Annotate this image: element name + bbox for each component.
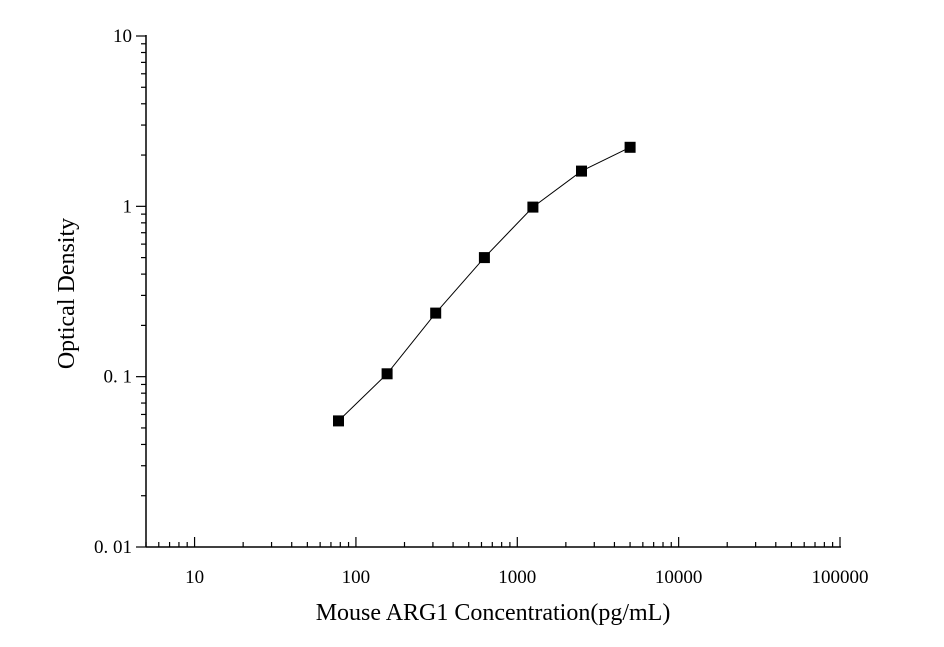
y-axis-title: Optical Density xyxy=(54,218,80,369)
data-point xyxy=(478,252,490,264)
series-line xyxy=(338,146,631,422)
series xyxy=(333,141,636,427)
y-tick-label: 0. 01 xyxy=(94,537,132,558)
ticks: 10 100 1000 10000 100000 0. 01 0. 1 1 10 xyxy=(94,26,869,588)
data-point xyxy=(333,415,344,427)
x-tick-label: 1000 xyxy=(498,567,536,588)
y-tick-label: 1 xyxy=(123,196,133,217)
data-point xyxy=(430,307,442,319)
data-point xyxy=(381,368,393,380)
x-tick-label: 10 xyxy=(185,567,204,588)
y-tick-label: 0. 1 xyxy=(104,367,133,388)
y-tick-label: 10 xyxy=(113,26,132,47)
axes xyxy=(145,35,841,548)
x-tick-label: 10000 xyxy=(655,567,703,588)
data-point xyxy=(576,165,587,177)
data-point xyxy=(527,201,539,213)
data-point xyxy=(624,141,636,153)
x-axis-title: Mouse ARG1 Concentration(pg/mL) xyxy=(316,600,671,626)
x-tick-label: 100000 xyxy=(812,567,869,588)
x-tick-label: 100 xyxy=(342,567,371,588)
